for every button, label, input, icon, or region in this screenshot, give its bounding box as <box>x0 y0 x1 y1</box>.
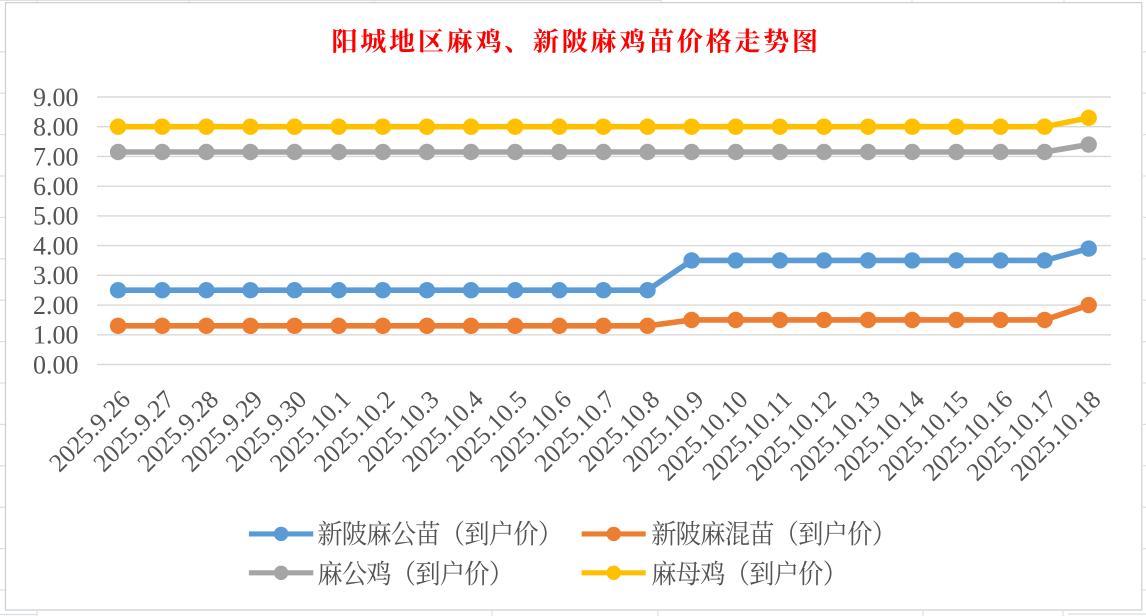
svg-text:0.00: 0.00 <box>33 350 79 379</box>
svg-text:4.00: 4.00 <box>33 231 79 260</box>
svg-text:7.00: 7.00 <box>33 142 79 171</box>
svg-text:3.00: 3.00 <box>33 261 79 290</box>
svg-text:2.00: 2.00 <box>33 291 79 320</box>
svg-text:1.00: 1.00 <box>33 321 79 350</box>
svg-text:5.00: 5.00 <box>33 202 79 231</box>
svg-text:8.00: 8.00 <box>33 113 79 142</box>
svg-text:6.00: 6.00 <box>33 172 79 201</box>
svg-text:9.00: 9.00 <box>33 83 79 112</box>
